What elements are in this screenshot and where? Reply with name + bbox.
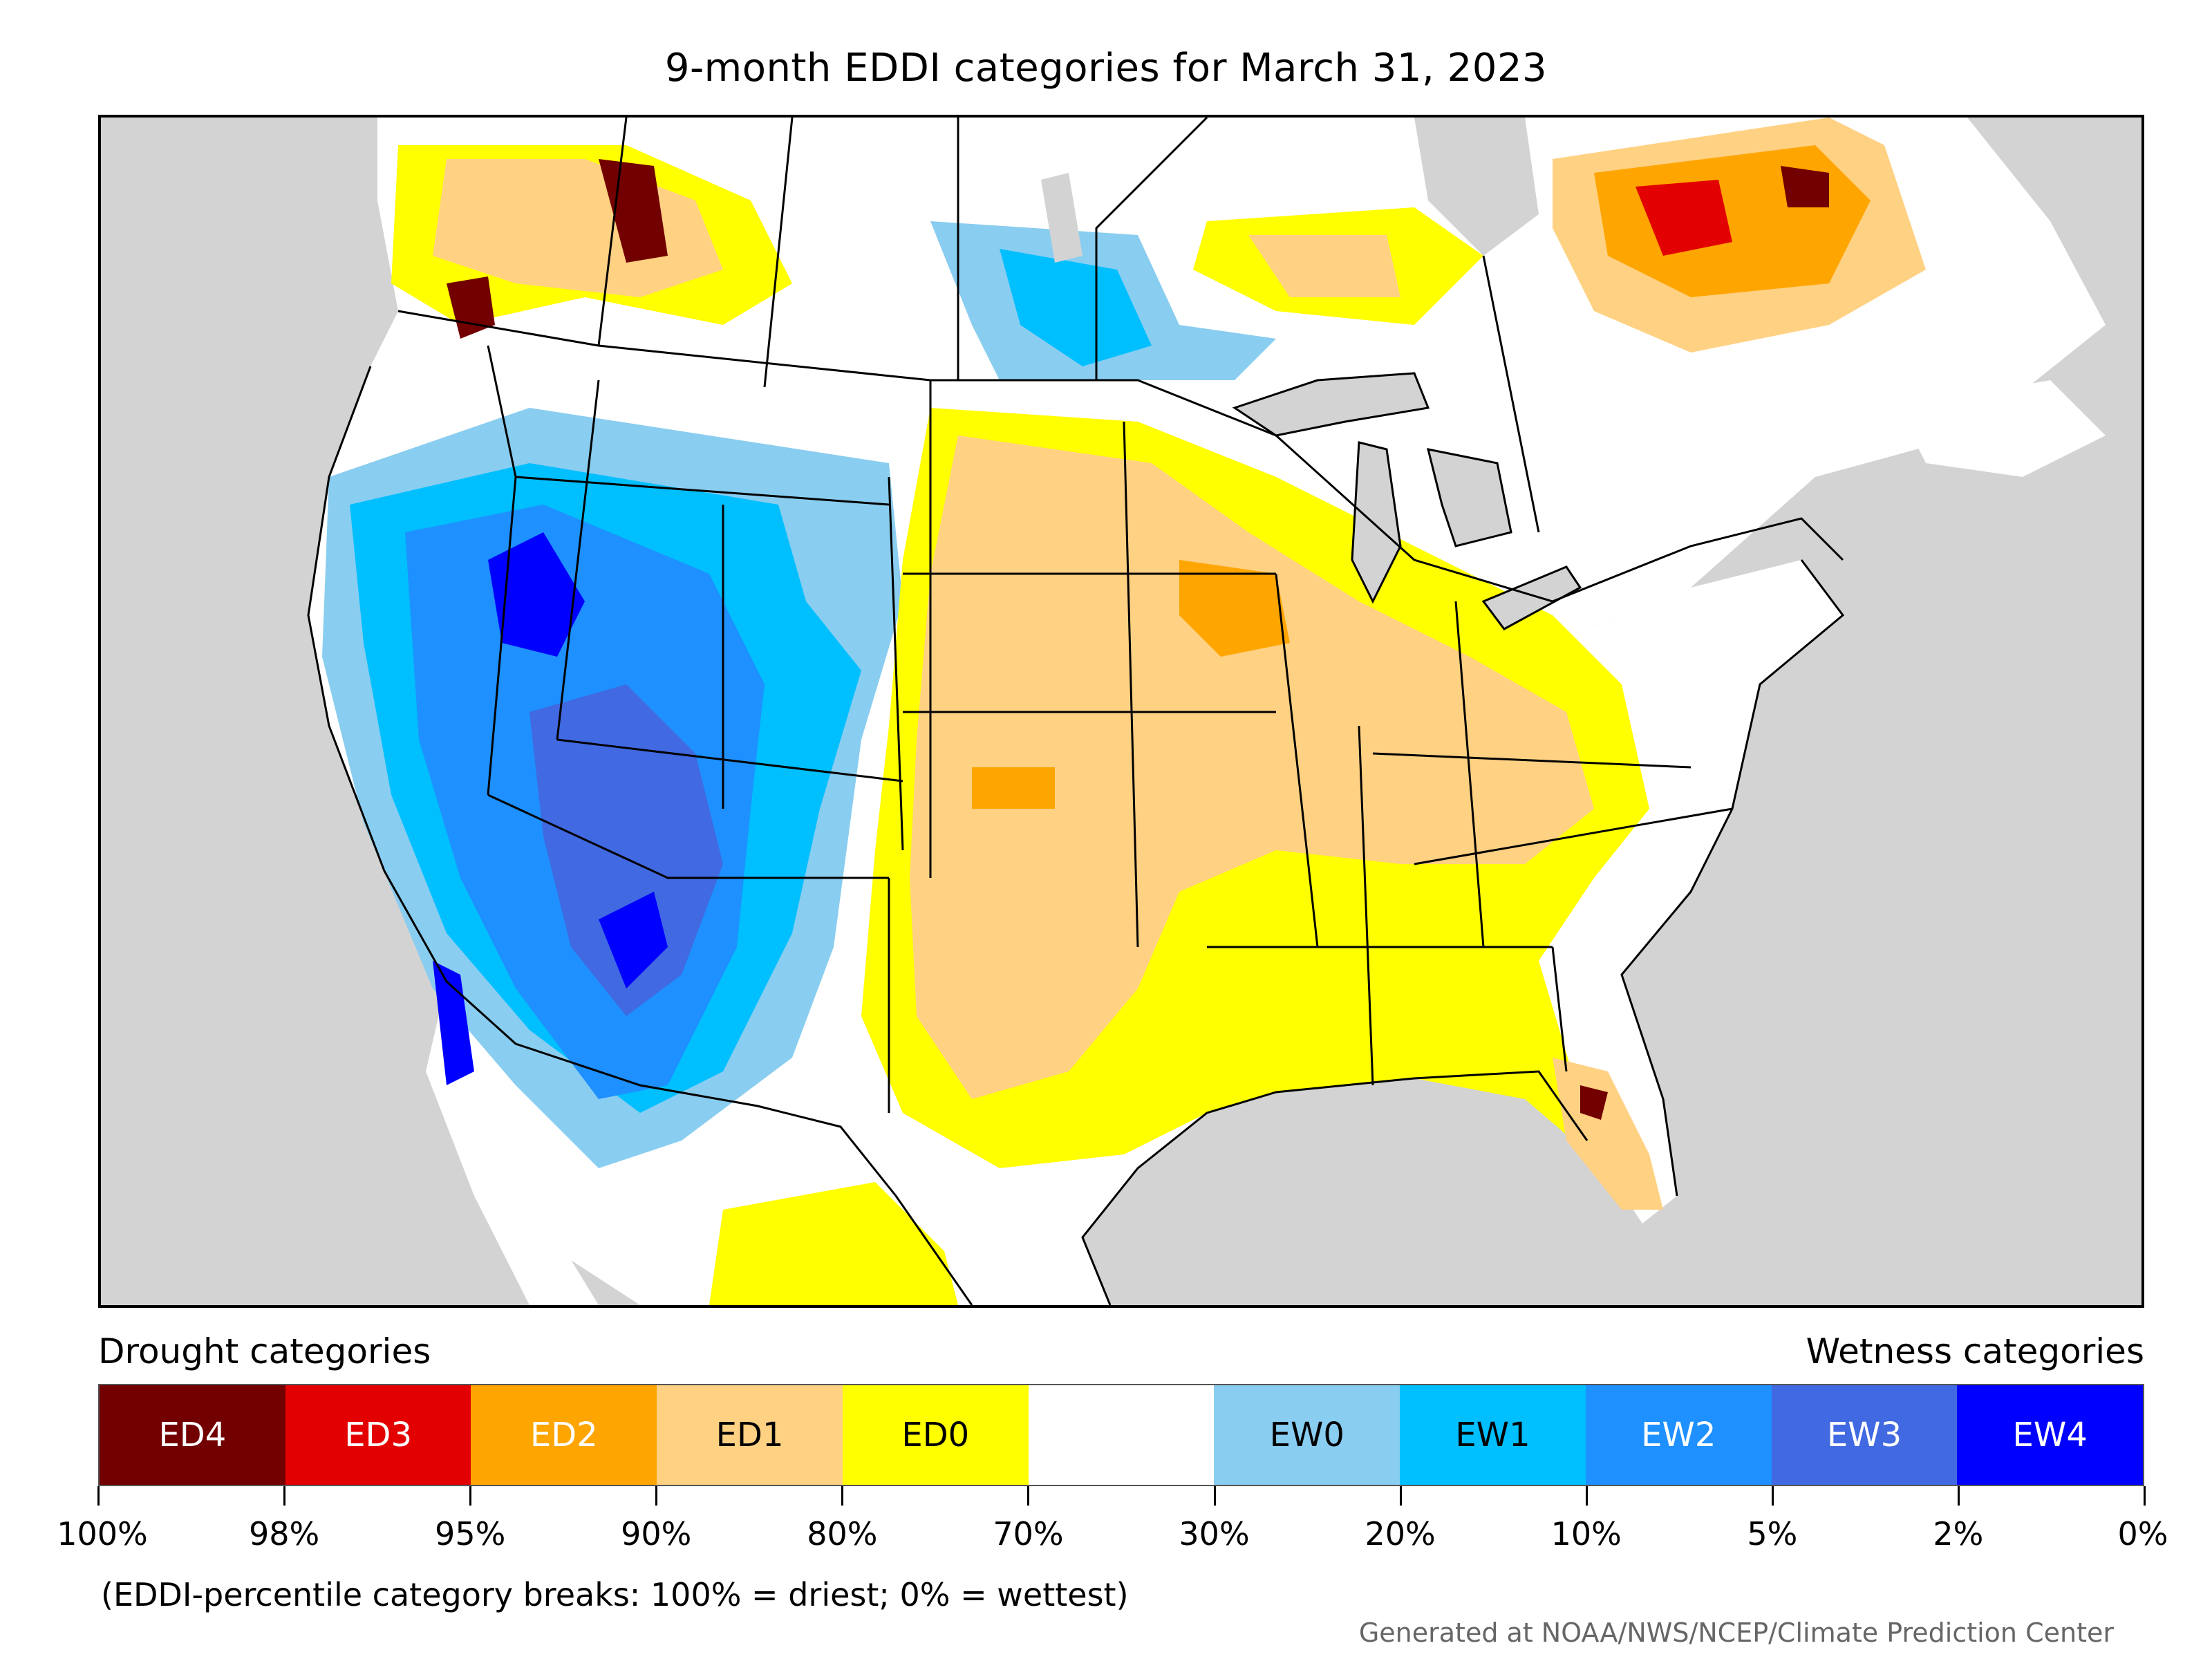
legend-cell-ew4: EW4	[1957, 1385, 2144, 1485]
category-note: (EDDI-percentile category breaks: 100% =…	[101, 1576, 1129, 1613]
legend-tick	[1957, 1486, 1960, 1506]
wet-ew4-south	[599, 892, 668, 988]
eddi-map	[98, 115, 2144, 1308]
legend-tick	[1213, 1486, 1216, 1506]
legend-tick-label: 2%	[1933, 1515, 1984, 1553]
legend-tick-label: 30%	[1179, 1515, 1250, 1553]
wetness-categories-heading: Wetness categories	[1806, 1331, 2144, 1371]
us-mexico-border	[445, 980, 973, 1305]
legend-tick	[1399, 1486, 1402, 1506]
borders	[307, 118, 1845, 1305]
lake-huron	[1426, 448, 1512, 547]
legend-cell-ed1: ED1	[657, 1385, 843, 1485]
legend-cell-ed2: ED2	[471, 1385, 657, 1485]
legend-tick-label: 20%	[1365, 1515, 1436, 1553]
legend-tick-label: 0%	[2117, 1515, 2168, 1553]
coastline-west	[307, 366, 448, 982]
state-lines	[487, 345, 1733, 1113]
legend-tick	[1771, 1486, 1774, 1506]
gulf-coast	[1081, 1070, 1588, 1305]
legend-tick	[97, 1486, 100, 1506]
dry-ed0-mexico	[709, 1182, 958, 1305]
legend-ticks	[97, 1486, 2146, 1507]
legend-tick-label: 98%	[248, 1515, 320, 1553]
legend-cell-ew3: EW3	[1771, 1385, 1958, 1485]
credit-text: Generated at NOAA/NWS/NCEP/Climate Predi…	[1358, 1618, 2114, 1648]
legend-tick	[1027, 1486, 1030, 1506]
drought-categories-heading: Drought categories	[98, 1331, 431, 1371]
lake-erie	[1481, 565, 1582, 630]
legend-cell-ew2: EW2	[1585, 1385, 1772, 1485]
dry-ed4-florida	[1580, 1085, 1608, 1120]
legend-tick	[841, 1486, 844, 1506]
hudson-bay-edge	[1414, 118, 1539, 256]
map-title: 9-month EDDI categories for March 31, 20…	[664, 46, 1548, 91]
legend-cell-ed4: ED4	[100, 1385, 285, 1485]
legend-cell-ed3: ED3	[285, 1385, 471, 1485]
canada-province-lines	[597, 118, 1540, 533]
wet-ew4-west	[488, 532, 585, 657]
map-canvas	[307, 118, 2106, 1305]
legend-tick-label: 10%	[1550, 1515, 1622, 1553]
legend-tick	[469, 1486, 472, 1506]
maritimes-land	[1898, 380, 2106, 477]
legend-tick	[2144, 1486, 2146, 1506]
wet-ew4-coast	[433, 961, 474, 1085]
legend-colorbar: ED4 ED3 ED2 ED1 ED0 EW0 EW1 EW2 EW3 EW4	[98, 1384, 2144, 1486]
legend-tick-label: 5%	[1747, 1515, 1798, 1553]
legend-cell-ed0: ED0	[842, 1385, 1029, 1485]
legend-tick	[655, 1486, 658, 1506]
coastline-east	[1620, 559, 1845, 1197]
lake-michigan	[1351, 441, 1402, 604]
legend-tick	[283, 1486, 286, 1506]
dry-ed2-iowa	[1179, 560, 1290, 657]
dry-ed2-okla	[972, 767, 1055, 809]
dry-ed4-quebec	[1781, 166, 1829, 207]
dry-ed1-ontario	[1248, 235, 1400, 297]
wet-ew3-west	[529, 684, 723, 1016]
dry-ed1-central	[910, 435, 1594, 1099]
legend-tick-label: 100%	[57, 1515, 148, 1553]
lake-winnipeg	[1041, 173, 1082, 263]
us-canada-border	[397, 310, 1844, 603]
legend-cell-ew1: EW1	[1400, 1385, 1586, 1485]
legend-tick-label: 80%	[807, 1515, 878, 1553]
legend-tick	[1585, 1486, 1588, 1506]
dry-ed3-quebec	[1635, 180, 1732, 256]
wet-ew1-prairie	[1000, 249, 1152, 366]
dry-ed4-bc	[599, 159, 668, 263]
legend-cell-neutral	[1028, 1385, 1215, 1485]
dry-ed4-wa	[447, 276, 495, 339]
legend-tick-label: 70%	[993, 1515, 1064, 1553]
legend-tick-label: 95%	[435, 1515, 506, 1553]
legend-cell-ew0: EW0	[1214, 1385, 1400, 1485]
legend-tick-label: 90%	[621, 1515, 692, 1553]
